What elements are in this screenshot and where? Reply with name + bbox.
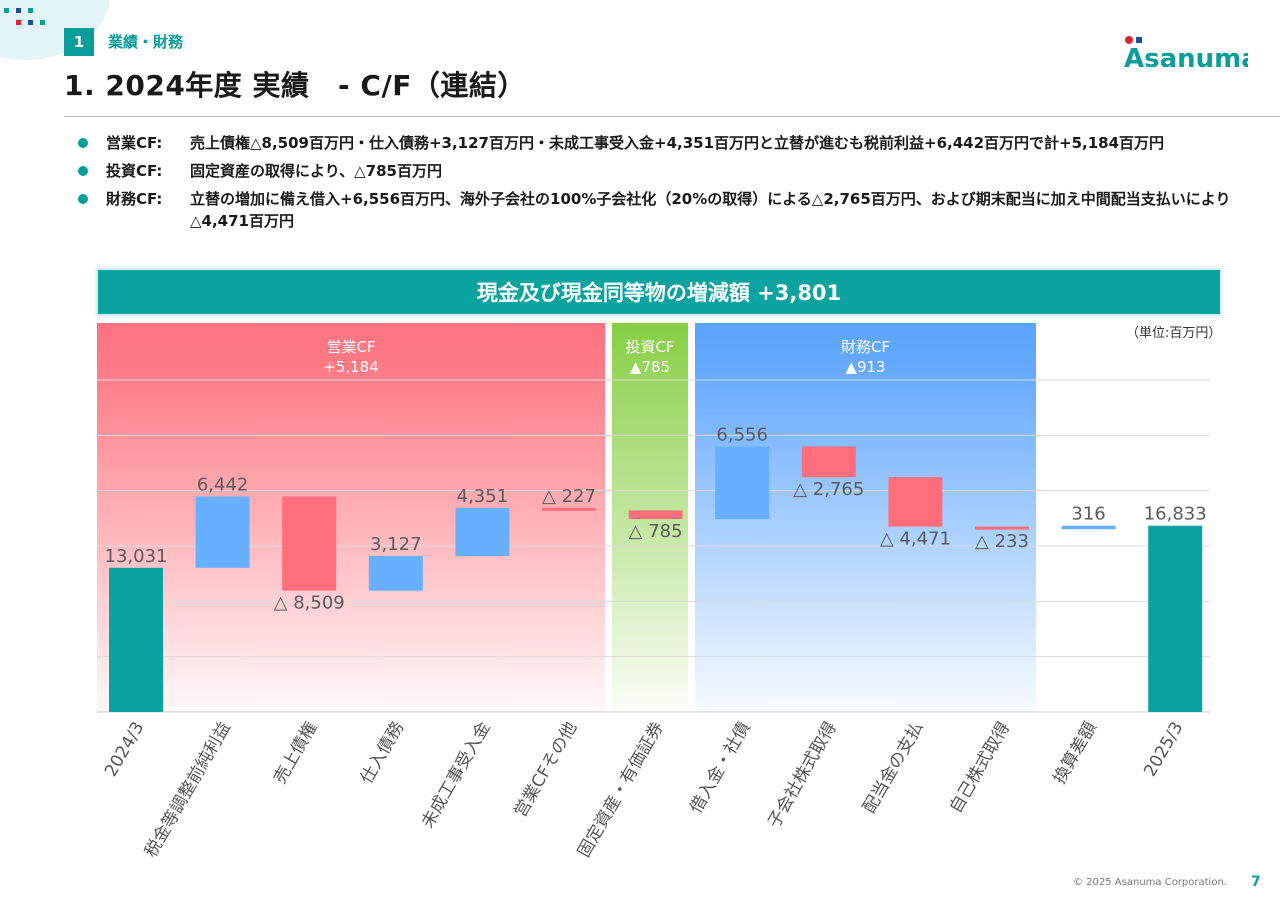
category-label: 換算差額	[1050, 719, 1101, 788]
category-label: 売上債権	[270, 719, 321, 788]
copyright: © 2025 Asanuma Corporation.	[1073, 877, 1227, 888]
category-label: 子会社株式取得	[764, 719, 841, 832]
header-divider	[64, 116, 1280, 117]
group-name: 投資CF	[625, 338, 674, 356]
group-value: +5,184	[323, 358, 379, 376]
bar-0	[109, 567, 163, 712]
data-label: △ 2,765	[793, 479, 864, 500]
section-number: 1	[64, 28, 94, 56]
bar-4	[455, 507, 510, 557]
category-label: 未成工事受入金	[418, 719, 495, 832]
data-label: 3,127	[370, 534, 422, 555]
group-value: ▲785	[630, 358, 670, 376]
asanuma-logo: Asanuma	[1124, 36, 1248, 74]
category-label: 配当金の支払	[859, 719, 927, 817]
group-name: 財務CF	[841, 338, 890, 356]
category-label: 税金等調整前純利益	[141, 719, 235, 862]
page-title: 1. 2024年度 実績 - C/F（連結）	[64, 69, 526, 102]
data-label: 16,833	[1144, 504, 1207, 525]
category-label: 自己株式取得	[946, 719, 1014, 817]
data-label: 4,351	[457, 486, 509, 507]
category-label: 営業CFその他	[511, 719, 582, 821]
bar-12	[1148, 525, 1203, 712]
bar-10	[975, 526, 1029, 530]
bullet-label: 営業CF:	[106, 134, 163, 152]
unit-label: （単位:百万円）	[1126, 326, 1222, 341]
summary-bullets: 営業CF: 売上債権△8,509百万円・仕入債務+3,127百万円・未成工事受入…	[78, 132, 1238, 238]
data-label: 6,442	[197, 474, 249, 495]
data-label: 13,031	[105, 546, 168, 567]
data-label: 6,556	[716, 425, 768, 446]
category-label: 固定資産・有価証券	[574, 719, 668, 862]
bullet-text: 固定資産の取得により、△785百万円	[190, 162, 442, 180]
bullet-operating: 営業CF: 売上債権△8,509百万円・仕入債務+3,127百万円・未成工事受入…	[78, 132, 1238, 154]
section-label: 業績・財務	[108, 33, 184, 51]
bullet-text: 売上債権△8,509百万円・仕入債務+3,127百万円・未成工事受入金+4,35…	[190, 134, 1165, 152]
svg-text:Asanuma: Asanuma	[1124, 44, 1248, 74]
bar-5	[542, 507, 596, 511]
bar-9	[888, 477, 943, 527]
bullet-investing: 投資CF: 固定資産の取得により、△785百万円	[78, 160, 1238, 182]
data-label: △ 8,509	[274, 593, 345, 614]
bar-6	[628, 510, 683, 520]
data-label: △ 4,471	[880, 529, 951, 550]
bullet-dot-icon	[78, 194, 88, 204]
category-label: 2025/3	[1140, 719, 1187, 781]
bullet-financing: 財務CF: 立替の増加に備え借入+6,556百万円、海外子会社の100%子会社化…	[78, 188, 1238, 232]
bar-8	[801, 446, 856, 478]
bullet-dot-icon	[78, 166, 88, 176]
cash-change-banner: 現金及び現金同等物の増減額 +3,801	[97, 269, 1221, 315]
data-label: 316	[1071, 504, 1105, 525]
data-label: △ 785	[629, 521, 683, 542]
data-label: △ 227	[542, 486, 596, 507]
bullet-label: 財務CF:	[106, 190, 163, 208]
group-value: ▲913	[845, 358, 885, 376]
bullet-dot-icon	[78, 138, 88, 148]
page-number: 7	[1251, 874, 1261, 890]
category-label: 借入金・社債	[686, 719, 754, 817]
bullet-text: 立替の増加に備え借入+6,556百万円、海外子会社の100%子会社化（20%の取…	[190, 190, 1231, 230]
data-label: △ 233	[975, 531, 1029, 552]
group-name: 営業CF	[326, 338, 375, 356]
category-label: 2024/3	[101, 719, 148, 781]
bar-7	[715, 446, 770, 520]
bar-11	[1061, 525, 1116, 530]
bullet-label: 投資CF:	[106, 162, 163, 180]
category-label: 仕入債務	[357, 719, 408, 788]
group-band-0	[97, 323, 605, 712]
bar-2	[282, 496, 337, 591]
bar-1	[195, 496, 250, 568]
bar-3	[368, 556, 423, 591]
corner-dots-icon	[4, 8, 45, 25]
